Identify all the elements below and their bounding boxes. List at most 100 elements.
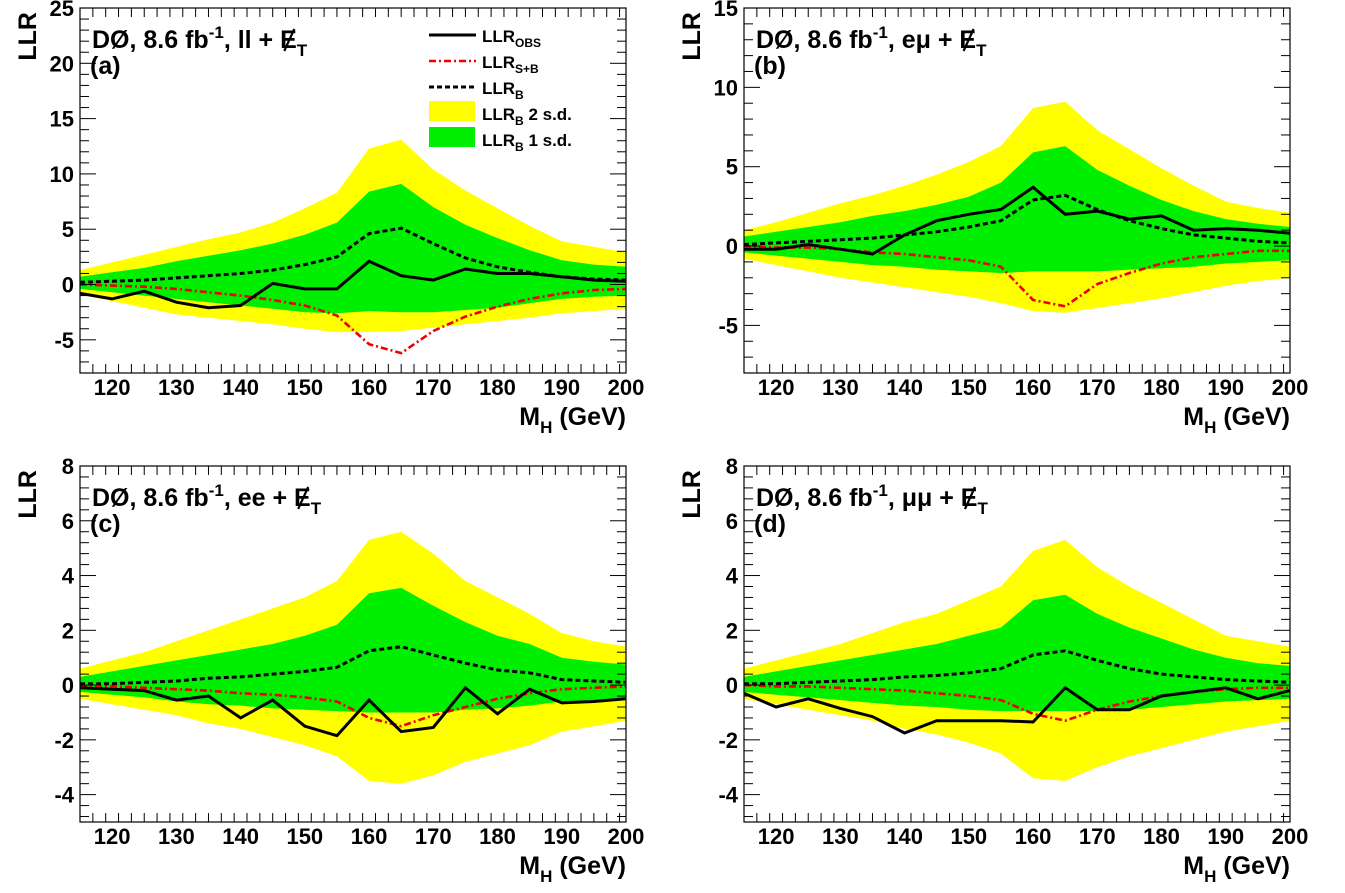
band-1sd bbox=[744, 594, 1290, 712]
y-tick-label: 0 bbox=[726, 673, 738, 698]
panel-label: (d) bbox=[754, 510, 786, 538]
x-tick-label: 130 bbox=[158, 824, 195, 849]
x-tick-label: 130 bbox=[158, 375, 195, 400]
line-llr-sb bbox=[80, 283, 626, 355]
y-tick-label: 8 bbox=[726, 454, 738, 479]
band-1sd bbox=[80, 587, 626, 713]
plot-frame bbox=[743, 7, 1291, 374]
panel-d: 120 130 140 150 160 170 180 190 200 -4 -2 0 2 4 6 8 LLR M… bbox=[678, 454, 1308, 886]
x-axis-label: MH (GeV) bbox=[519, 852, 626, 886]
legend-label: LLRS+B bbox=[482, 53, 539, 76]
x-tick-label: 160 bbox=[351, 824, 388, 849]
plot-area bbox=[80, 531, 626, 784]
plot-area bbox=[80, 139, 626, 355]
plot-area bbox=[744, 539, 1290, 781]
panel-label: (a) bbox=[90, 52, 121, 80]
y-tick-label: 0 bbox=[62, 673, 74, 698]
y-tick-label: 2 bbox=[62, 618, 74, 643]
x-tick-label: 170 bbox=[415, 824, 452, 849]
y-tick-label: -5 bbox=[54, 328, 74, 353]
y-tick-label: -4 bbox=[54, 783, 74, 808]
panel-header: DØ, 8.6 fb-1, ll + ET bbox=[92, 23, 308, 60]
line-llr-sb bbox=[80, 685, 626, 728]
x-axis-label: MH (GeV) bbox=[519, 403, 626, 437]
x-tick-label: 170 bbox=[1079, 824, 1116, 849]
line-llr-b bbox=[744, 649, 1290, 686]
x-tick-label: 180 bbox=[479, 375, 516, 400]
plot-frame bbox=[79, 7, 627, 374]
x-tick-label: 170 bbox=[1079, 375, 1116, 400]
y-tick-label: -2 bbox=[54, 728, 74, 753]
y-tick-label: 0 bbox=[62, 273, 74, 298]
met-slash bbox=[963, 486, 976, 510]
legend-label: LLRB 1 s.d. bbox=[482, 131, 572, 154]
y-tick-label: 10 bbox=[714, 75, 738, 100]
y-tick-label: -5 bbox=[718, 313, 738, 338]
x-tick-label: 200 bbox=[608, 375, 645, 400]
x-tick-label: 160 bbox=[351, 375, 388, 400]
line-llr-obs bbox=[80, 685, 626, 738]
panel-header: DØ, 8.6 fb-1, eμ + ET bbox=[756, 23, 987, 60]
x-tick-label: 140 bbox=[222, 824, 259, 849]
y-tick-label: 4 bbox=[726, 564, 739, 589]
y-tick-label: 0 bbox=[726, 234, 738, 259]
y-tick-label: -4 bbox=[718, 783, 738, 808]
x-tick-label: 120 bbox=[94, 375, 131, 400]
y-axis-label: LLR bbox=[678, 470, 706, 519]
band-1sd bbox=[80, 183, 626, 314]
y-tick-label: 5 bbox=[726, 155, 738, 180]
legend-label: LLRB bbox=[482, 79, 524, 102]
y-axis-label: LLR bbox=[678, 12, 706, 61]
y-axis-label: LLR bbox=[14, 470, 42, 519]
legend: LLROBS LLRS+B LLRB LLRB 2 s.d. LLRB 1 s.d. bbox=[429, 27, 572, 154]
x-tick-label: 120 bbox=[758, 824, 795, 849]
x-tick-label: 170 bbox=[415, 375, 452, 400]
panel-label: (b) bbox=[754, 52, 786, 80]
y-tick-label: 20 bbox=[50, 51, 74, 76]
x-tick-label: 140 bbox=[886, 824, 923, 849]
legend-swatch-1sd bbox=[429, 127, 475, 147]
x-tick-label: 200 bbox=[1272, 824, 1309, 849]
line-llr-obs bbox=[80, 259, 626, 310]
plot-area bbox=[744, 101, 1290, 313]
x-axis-label: MH (GeV) bbox=[1183, 852, 1290, 886]
legend-label: LLRB 2 s.d. bbox=[482, 105, 572, 128]
x-tick-label: 160 bbox=[1015, 824, 1052, 849]
line-llr-b bbox=[80, 645, 626, 686]
y-tick-label: 15 bbox=[50, 107, 74, 132]
met-slash bbox=[283, 28, 296, 52]
y-tick-label: 15 bbox=[714, 0, 738, 21]
x-tick-label: 160 bbox=[1015, 375, 1052, 400]
x-tick-label: 180 bbox=[1143, 824, 1180, 849]
x-tick-label: 180 bbox=[1143, 375, 1180, 400]
panel-header: DØ, 8.6 fb-1, μμ + ET bbox=[756, 481, 988, 518]
y-tick-label: 8 bbox=[62, 454, 74, 479]
line-llr-obs bbox=[744, 685, 1290, 735]
plot-frame bbox=[79, 465, 627, 823]
x-tick-label: 200 bbox=[1272, 375, 1309, 400]
x-tick-label: 150 bbox=[286, 824, 323, 849]
x-tick-label: 130 bbox=[822, 375, 859, 400]
x-tick-label: 190 bbox=[1207, 375, 1244, 400]
x-axis-label: MH (GeV) bbox=[1183, 403, 1290, 437]
y-tick-label: 25 bbox=[50, 0, 74, 21]
x-tick-label: 190 bbox=[543, 375, 580, 400]
y-tick-label: -2 bbox=[718, 728, 738, 753]
legend-swatch-2sd bbox=[429, 101, 475, 121]
x-tick-label: 120 bbox=[94, 824, 131, 849]
panel-label: (c) bbox=[90, 510, 121, 538]
x-tick-label: 150 bbox=[286, 375, 323, 400]
x-tick-label: 150 bbox=[950, 375, 987, 400]
line-llr-sb bbox=[744, 683, 1290, 723]
x-tick-label: 130 bbox=[822, 824, 859, 849]
y-tick-label: 6 bbox=[726, 509, 738, 534]
met-slash bbox=[962, 28, 975, 52]
x-tick-label: 150 bbox=[950, 824, 987, 849]
panel-header: DØ, 8.6 fb-1, ee + ET bbox=[92, 481, 322, 518]
line-llr-obs bbox=[744, 185, 1290, 256]
y-tick-label: 6 bbox=[62, 509, 74, 534]
band-1sd bbox=[744, 146, 1290, 273]
y-tick-label: 2 bbox=[726, 618, 738, 643]
y-tick-label: 10 bbox=[50, 162, 74, 187]
